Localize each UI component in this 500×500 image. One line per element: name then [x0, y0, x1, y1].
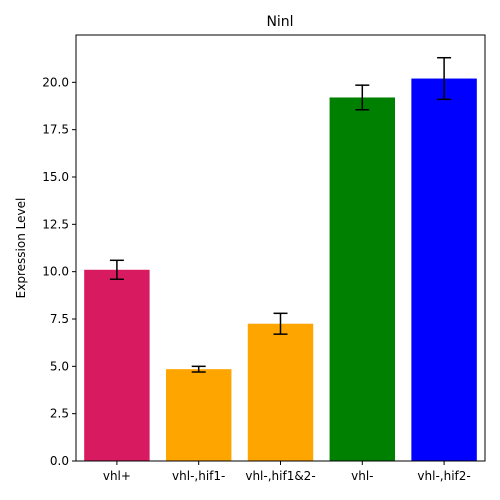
x-tick-label-3: vhl-	[351, 469, 373, 483]
x-tick-label-0: vhl+	[103, 469, 131, 483]
y-tick-label-0: 0.0	[50, 454, 69, 468]
y-tick-label-5: 12.5	[42, 217, 69, 231]
y-axis: 0.0 2.5 5.0 7.5 10.0 12.5 15.0 17.5 20.0	[42, 75, 76, 468]
chart-title: Ninl	[266, 14, 293, 30]
bar-4	[411, 79, 476, 461]
y-tick-label-7: 17.5	[42, 123, 69, 137]
y-tick-label-1: 2.5	[50, 407, 69, 421]
x-axis: vhl+ vhl-,hif1- vhl-,hif1&2- vhl-vhl-,hif2-	[103, 461, 471, 483]
bar-2	[248, 324, 313, 461]
bar-3	[330, 97, 395, 461]
y-axis-label: Expression Level	[14, 198, 28, 299]
x-tick-label-1: vhl-,hif1-	[172, 469, 225, 483]
bar-1	[166, 369, 231, 461]
y-tick-label-4: 10.0	[42, 265, 69, 279]
y-tick-label-8: 20.0	[42, 75, 69, 89]
y-tick-label-3: 7.5	[50, 312, 69, 326]
error-bars-group	[110, 58, 451, 372]
bars-group	[84, 79, 477, 461]
x-tick-label-4: vhl-,hif2-	[417, 469, 470, 483]
bar-0	[84, 270, 149, 461]
y-tick-label-2: 5.0	[50, 359, 69, 373]
x-tick-label-2: vhl-,hif1&2-	[245, 469, 315, 483]
y-tick-label-6: 15.0	[42, 170, 69, 184]
